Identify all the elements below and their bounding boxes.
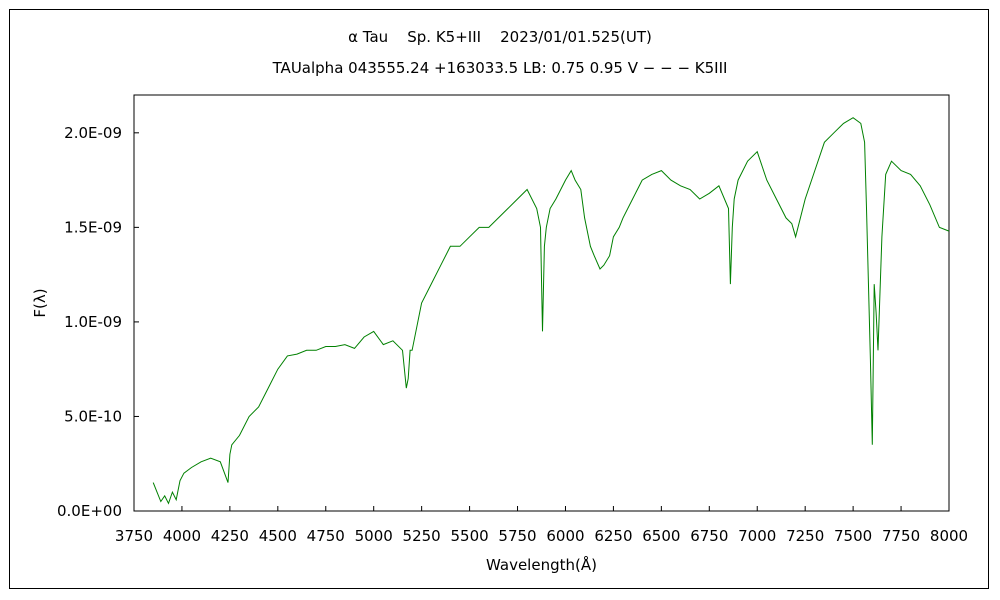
x-tick-label: 6000 (546, 527, 584, 545)
x-tick-label: 5000 (355, 527, 393, 545)
x-tick-label: 6500 (642, 527, 680, 545)
y-tick-label: 0.0E+00 (57, 502, 122, 520)
y-tick-label: 2.0E-09 (64, 124, 122, 142)
x-tick-label: 7500 (834, 527, 872, 545)
y-axis: 0.0E+00 5.0E-10 1.0E-09 1.5E-09 2.0E-09 (57, 124, 139, 520)
x-tick-label: 7000 (738, 527, 776, 545)
x-tick-label: 4000 (163, 527, 201, 545)
x-tick-label: 7750 (882, 527, 920, 545)
x-tick-label: 6750 (690, 527, 728, 545)
y-tick-label: 1.0E-09 (64, 313, 122, 331)
x-tick-label: 6250 (594, 527, 632, 545)
x-tick-label: 8000 (930, 527, 968, 545)
plot-area (133, 94, 950, 512)
y-tick-label: 5.0E-10 (64, 407, 122, 425)
chart-subtitle: TAUalpha 043555.24 +163033.5 LB: 0.75 0.… (272, 59, 728, 77)
x-tick-label: 4500 (259, 527, 297, 545)
x-tick-label: 3750 (115, 527, 153, 545)
x-tick-label: 4750 (307, 527, 345, 545)
x-axis: 3750 4000 4250 4500 4750 5000 5250 5500 5750 6000… (115, 506, 968, 545)
x-tick-label: 5250 (403, 527, 441, 545)
x-axis-title: Wavelength(Å) (486, 555, 597, 574)
chart-title: α Tau Sp. K5+III 2023/01/01.525(UT) (348, 28, 652, 46)
spectrum-line (152, 117, 950, 505)
y-axis-title: F(λ) (31, 288, 49, 317)
x-tick-label: 5750 (498, 527, 536, 545)
y-tick-label: 1.5E-09 (64, 218, 122, 236)
x-tick-label: 7250 (786, 527, 824, 545)
x-tick-label: 5500 (450, 527, 488, 545)
x-tick-label: 4250 (211, 527, 249, 545)
